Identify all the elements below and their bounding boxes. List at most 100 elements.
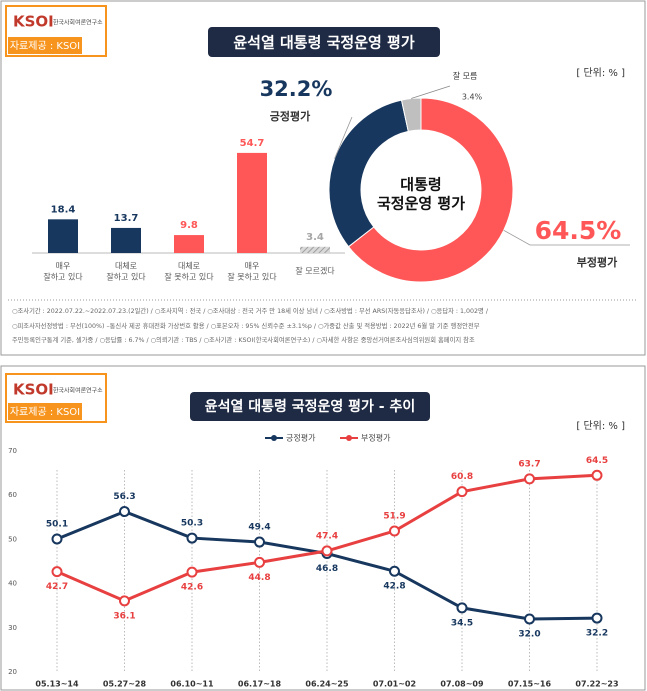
unit: [ 단위: % ] <box>576 66 625 79</box>
value-label: 46.8 <box>316 564 338 574</box>
x-tick-label: 07.08~09 <box>440 680 484 689</box>
value-label: 13.7 <box>114 213 139 224</box>
source-box <box>8 403 82 420</box>
y-tick-label: 50 <box>8 535 17 543</box>
y-tick-label: 40 <box>8 580 17 588</box>
point <box>456 602 468 614</box>
point <box>321 545 333 557</box>
value-label: 56.3 <box>113 492 135 502</box>
y-tick-label: 20 <box>8 668 17 676</box>
bar <box>174 235 204 253</box>
title-box <box>190 392 430 421</box>
legend-label: 긍정평가 <box>286 433 316 443</box>
point <box>51 566 63 578</box>
donut-slice <box>328 99 409 248</box>
note: ○피조사자선정방법 : 무선(100%) –통신사 제공 휴대전화 가상번호 활… <box>12 321 480 330</box>
x-tick-label: 07.01~02 <box>373 680 416 689</box>
value-label: 36.1 <box>113 611 135 621</box>
legend-dot <box>271 435 277 441</box>
point <box>254 536 265 548</box>
value-label: 50.3 <box>181 519 203 529</box>
logo-org: 한국사회여론연구소 <box>53 19 103 27</box>
unit: [ 단위: % ] <box>576 419 625 432</box>
donut-value-label: 32.2% <box>260 77 333 101</box>
y-tick-label: 60 <box>8 491 17 499</box>
source: 자료제공 : KSOI <box>10 406 80 418</box>
leader-line <box>503 229 630 246</box>
point <box>591 469 603 481</box>
value-label: 32.0 <box>518 629 540 639</box>
donut-category-label: 부정평가 <box>577 255 617 269</box>
point <box>186 566 198 578</box>
category-label: 잘 모르겠다 <box>295 266 335 276</box>
donut-slice <box>400 97 422 132</box>
point <box>389 565 400 577</box>
chart-title: 윤석열 대통령 국정운영 평가 - 추이 <box>205 398 416 415</box>
donut-category-label: 잘 모름 <box>453 72 478 81</box>
legend-label: 부정평가 <box>361 433 391 443</box>
note: ○조사기간 : 2022.07.22.~2022.07.23.(2일간) / ○… <box>12 306 489 315</box>
value-label: 9.8 <box>180 220 198 231</box>
source: 자료제공 : KSOI <box>10 40 80 52</box>
value-label: 54.7 <box>240 138 265 149</box>
x-tick-label: 06.10~11 <box>170 680 214 689</box>
point <box>119 595 130 607</box>
point <box>456 486 468 498</box>
value-label: 34.5 <box>451 618 473 628</box>
logo-name: KSOI <box>13 381 54 399</box>
x-tick-label: 05.27~28 <box>103 680 147 689</box>
value-label: 18.4 <box>51 204 76 215</box>
donut-category-label: 긍정평가 <box>270 109 310 123</box>
point <box>389 525 400 537</box>
x-tick-label: 07.15~16 <box>508 680 552 689</box>
value-label: 63.7 <box>518 459 540 469</box>
bar <box>300 246 330 253</box>
point <box>254 556 265 568</box>
point <box>524 613 535 625</box>
category-label: 대체로 잘하고 있다 <box>106 260 146 281</box>
panel-frame <box>0 0 646 356</box>
bar <box>237 152 267 253</box>
bar <box>111 227 141 253</box>
value-label: 64.5 <box>586 456 608 466</box>
x-tick-label: 07.22~23 <box>575 680 618 689</box>
logo-org: 한국사회여론연구소 <box>53 387 103 395</box>
point <box>119 506 130 518</box>
donut-slice <box>347 97 514 283</box>
note: 주민등록인구통계 기준, 셀가중 / ○응답률 : 6.7% / ○의뢰기관 :… <box>12 335 475 344</box>
category-label: 대체로 잘 못하고 있다 <box>164 260 214 281</box>
leader-line <box>334 116 353 159</box>
legend-dot <box>346 435 352 441</box>
center-label: 대통령 국정운영 평가 <box>377 175 465 212</box>
value-label: 32.2 <box>586 629 608 639</box>
category-label: 매우 잘하고 있다 <box>43 261 83 281</box>
y-tick-label: 30 <box>8 624 17 632</box>
leader-line <box>411 85 451 99</box>
point <box>186 532 198 544</box>
point <box>51 533 63 545</box>
value-label: 49.4 <box>248 523 270 533</box>
value-label: 44.8 <box>248 573 270 583</box>
chart-title: 윤석열 대통령 국정운영 평가 <box>233 34 414 52</box>
value-label: 51.9 <box>383 512 405 522</box>
logo-name: KSOI <box>13 13 54 31</box>
donut-value-label: 3.4% <box>462 93 483 102</box>
value-label: 42.8 <box>383 582 405 592</box>
value-label: 42.6 <box>181 583 203 593</box>
bar <box>48 219 78 253</box>
x-tick-label: 06.17~18 <box>238 680 282 689</box>
value-label: 3.4 <box>306 232 324 243</box>
y-tick-label: 70 <box>8 447 17 455</box>
category-label: 매우 잘 못하고 있다 <box>227 261 277 281</box>
point <box>524 473 535 485</box>
value-label: 50.1 <box>46 519 68 529</box>
donut-value-label: 64.5% <box>535 216 622 245</box>
source-box <box>8 37 82 54</box>
title-box <box>208 27 440 57</box>
point <box>591 612 603 624</box>
value-label: 47.4 <box>316 531 338 541</box>
x-tick-label: 06.24~25 <box>305 680 349 689</box>
x-tick-label: 05.13~14 <box>35 680 79 689</box>
